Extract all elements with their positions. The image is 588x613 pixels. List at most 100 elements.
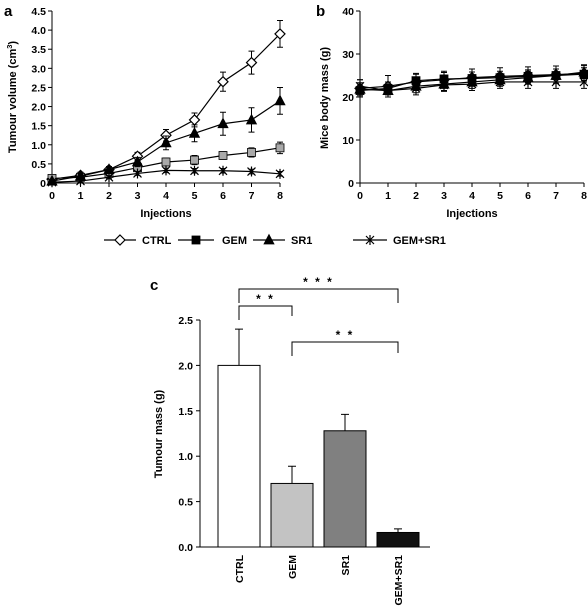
legend-label: CTRL	[142, 235, 172, 247]
data-point	[133, 168, 142, 179]
significance-bracket	[291, 341, 399, 356]
y-tick-label: 0.5	[178, 497, 193, 509]
x-tick-label: 6	[525, 190, 531, 202]
x-tick-label: GEM+SR1	[393, 555, 405, 606]
data-point	[190, 155, 199, 165]
y-tick-label: 4.5	[31, 6, 46, 18]
data-point	[275, 143, 285, 153]
x-tick-label: 3	[441, 190, 447, 202]
data-point	[217, 75, 229, 88]
y-tick-label: 1.0	[31, 140, 46, 152]
data-point	[47, 177, 57, 188]
x-tick-label: 2	[413, 190, 419, 202]
data-point	[467, 79, 477, 90]
legend: CTRL GEM SR1 GEM+SR1	[104, 233, 446, 247]
x-tick-label: CTRL	[234, 554, 246, 583]
bar-gem-sr1	[376, 531, 420, 548]
data-point	[104, 172, 114, 183]
panel-letter-a: a	[4, 3, 13, 20]
data-point	[355, 81, 365, 92]
legend-marker	[191, 235, 201, 245]
legend-marker	[114, 234, 126, 246]
data-point	[245, 113, 258, 125]
data-point	[579, 76, 588, 87]
x-tick-label: 1	[385, 190, 391, 202]
data-point	[495, 76, 505, 87]
data-point	[188, 126, 201, 138]
data-point	[551, 76, 561, 87]
panel-c-chart: Tumour mass (g) 0.0 0.5 1.0 1.5 2.0 2.5 CTRL GE…	[153, 275, 430, 605]
panel-a-ylabel: Tumour volume (cm3)	[5, 41, 19, 153]
data-point	[218, 165, 228, 176]
panel-b-xlabel: Injections	[446, 208, 497, 220]
error-bar	[341, 413, 349, 431]
bar-gem	[270, 482, 314, 548]
legend-item-sr1: SR1	[253, 233, 312, 247]
significance-label: * * *	[303, 275, 334, 289]
x-tick-label: 4	[469, 190, 475, 202]
series-gem-sr1	[355, 75, 588, 98]
panel-letter-c: c	[150, 277, 158, 294]
panel-b-chart: Mice body mass (g) Injections 0 10 20 30 40 0…	[319, 6, 588, 220]
data-point	[439, 79, 449, 90]
x-tick-label: 3	[135, 190, 141, 202]
x-tick-label: 5	[192, 190, 198, 202]
bar-ctrl	[217, 364, 261, 548]
x-tick-label: 6	[220, 190, 226, 202]
data-point	[217, 117, 229, 129]
x-tick-label: 4	[163, 190, 169, 202]
error-bar	[235, 328, 243, 366]
legend-item-gem-sr1: GEM+SR1	[353, 235, 446, 247]
y-tick-label: 40	[342, 6, 354, 18]
bar-sr1	[323, 430, 367, 548]
data-point	[247, 148, 256, 157]
x-tick-label: 7	[249, 190, 255, 202]
legend-item-gem: GEM	[178, 235, 247, 247]
error-bar	[288, 465, 296, 484]
y-tick-label: 2.0	[178, 360, 193, 372]
significance-bracket	[238, 305, 293, 320]
y-tick-label: 2.0	[31, 102, 46, 114]
y-tick-label: 0.5	[31, 159, 46, 171]
data-point	[190, 165, 199, 176]
y-tick-label: 2.5	[31, 82, 46, 94]
x-tick-label: SR1	[340, 555, 352, 576]
data-point	[160, 136, 172, 148]
data-point	[523, 76, 533, 87]
panel-c-ylabel: Tumour mass (g)	[153, 389, 165, 478]
data-point	[275, 168, 285, 179]
x-tick-label: 0	[357, 190, 363, 202]
significance-label: * *	[256, 292, 275, 306]
series-gem-sr1	[47, 165, 285, 188]
significance-bracket	[238, 288, 399, 303]
x-tick-label: 7	[553, 190, 559, 202]
legend-marker	[263, 233, 275, 245]
y-tick-label: 3.0	[31, 63, 46, 75]
data-point	[161, 165, 171, 176]
legend-item-ctrl: CTRL	[104, 234, 172, 247]
data-point	[188, 114, 201, 126]
legend-label: GEM	[222, 235, 247, 247]
error-bar	[394, 528, 402, 533]
x-tick-label: GEM	[287, 555, 299, 579]
panel-a-chart: Tumour volume (cm3) Injections 0 0.5 1.0 1.…	[5, 6, 286, 220]
data-point	[76, 176, 85, 187]
panel-b-ylabel: Mice body mass (g)	[319, 47, 331, 149]
series-line	[51, 33, 281, 180]
panel-a-xlabel: Injections	[140, 208, 191, 220]
x-tick-label: 8	[581, 190, 587, 202]
data-point	[131, 155, 144, 167]
panel-letter-b: b	[316, 3, 325, 20]
y-tick-label: 3.5	[31, 44, 46, 56]
data-point	[274, 28, 286, 40]
legend-marker	[365, 235, 375, 245]
data-point	[161, 157, 171, 167]
x-tick-label: 8	[277, 190, 283, 202]
x-tick-label: 5	[497, 190, 503, 202]
y-tick-label: 1.5	[31, 121, 46, 133]
y-tick-label: 10	[342, 135, 354, 147]
y-tick-label: 4.0	[31, 25, 46, 37]
data-point	[411, 83, 421, 94]
x-tick-label: 0	[49, 190, 55, 202]
